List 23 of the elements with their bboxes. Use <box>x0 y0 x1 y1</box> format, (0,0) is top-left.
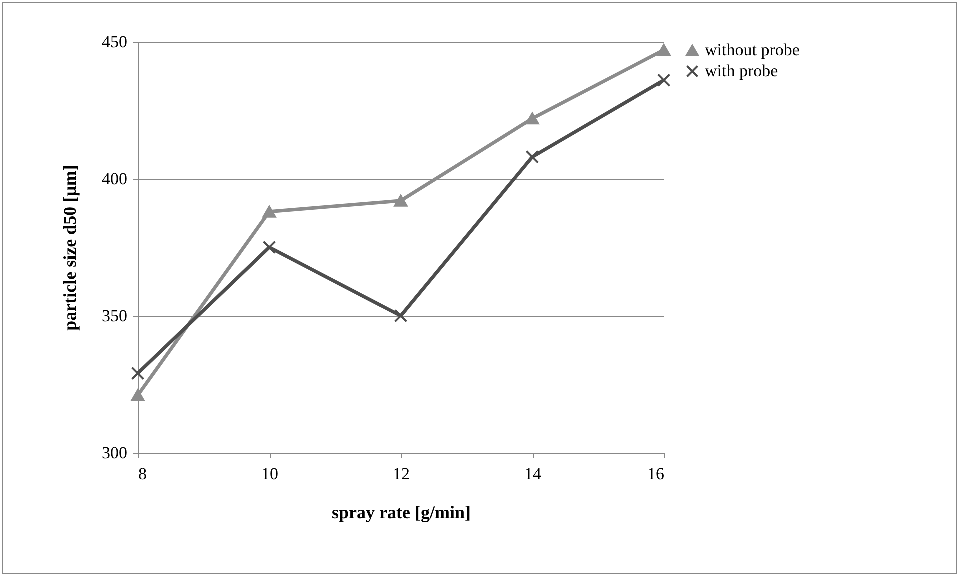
y-tick-label: 400 <box>102 170 128 188</box>
point <box>262 206 276 218</box>
point <box>394 309 408 323</box>
point <box>262 240 276 254</box>
x-tick-label: 16 <box>648 464 664 484</box>
legend-label: with probe <box>705 62 778 80</box>
x-tick-label: 10 <box>262 464 278 484</box>
x-tick-label: 12 <box>393 464 410 484</box>
point <box>657 44 671 56</box>
y-tick-label: 350 <box>102 306 128 326</box>
y-axis-title: particle size d50 [µm] <box>60 165 80 331</box>
point <box>394 194 408 207</box>
y-tick-label: 450 <box>102 32 128 52</box>
point <box>526 112 540 125</box>
point <box>657 74 671 88</box>
point <box>131 390 145 402</box>
legend-label: without probe <box>705 40 800 60</box>
point <box>526 150 540 164</box>
x-tick-label: 14 <box>524 464 542 484</box>
point <box>131 366 145 380</box>
y-tick-label: 300 <box>102 444 128 462</box>
x-axis-title: spray rate [g/min] <box>332 502 471 522</box>
x-tick-label: 8 <box>138 464 147 484</box>
